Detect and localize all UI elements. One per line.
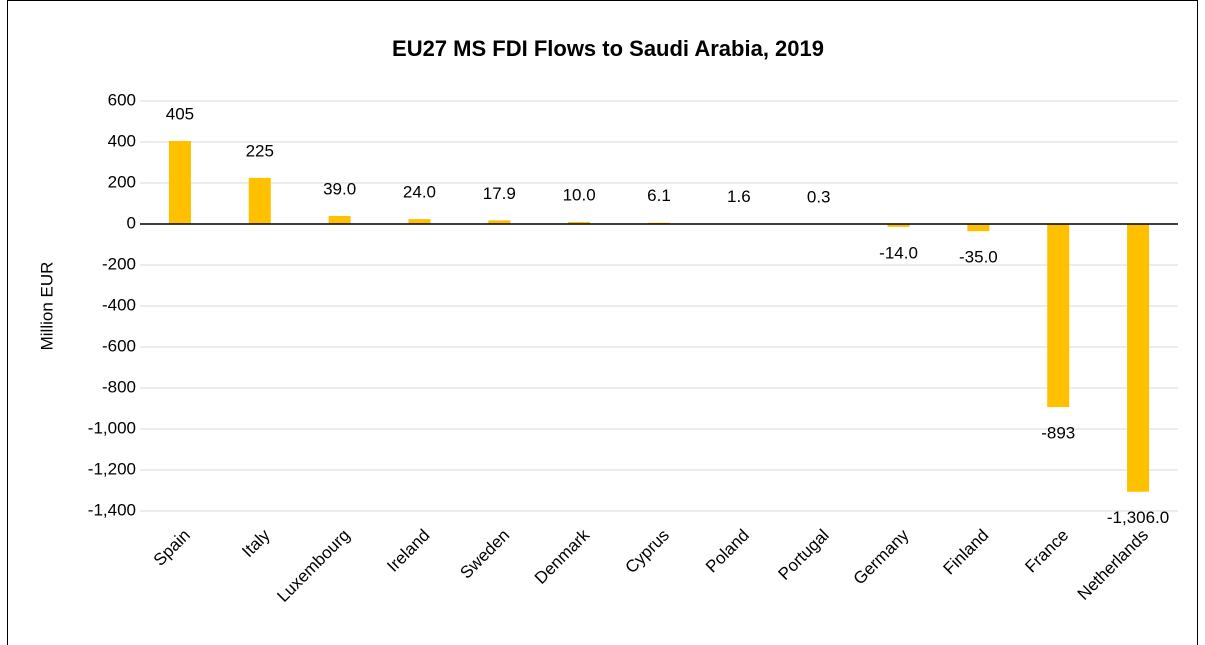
x-tick-label: Ireland [383,526,433,576]
y-tick-label: -1,200 [88,459,136,478]
y-tick-label: 200 [108,172,136,191]
x-tick-label: France [1021,526,1072,577]
data-label: 39.0 [323,179,356,198]
y-axis-label: Million EUR [37,262,56,351]
data-label: -1,306.0 [1107,508,1169,527]
bar [1127,224,1150,492]
y-tick-label: -800 [102,377,136,396]
x-tick-label: Cyprus [621,526,673,578]
data-label: -14.0 [879,243,918,262]
data-label: 225 [246,141,274,160]
bar [168,140,191,224]
data-label: 24.0 [403,183,436,202]
bar [887,224,910,227]
bar [408,219,431,224]
y-tick-label: -1,000 [88,418,136,437]
x-tick-label: Luxembourg [273,526,353,606]
x-tick-label: Sweden [456,526,513,583]
bar [248,177,271,224]
data-label: 10.0 [563,185,596,204]
y-tick-label: -600 [102,336,136,355]
x-tick-label: Portugal [774,526,832,584]
bar [488,220,511,224]
bar [1047,224,1070,408]
bar [967,224,990,232]
y-tick-label: 600 [108,90,136,109]
y-tick-label: -200 [102,254,136,273]
x-tick-label: Germany [850,525,913,588]
y-tick-label: -400 [102,295,136,314]
x-tick-label: Spain [150,526,194,570]
data-label: 405 [166,104,194,123]
bar [328,216,351,224]
chart-border [7,0,1198,645]
data-label: -893 [1041,424,1075,443]
data-label: 0.3 [807,187,831,206]
x-tick-label: Netherlands [1074,526,1152,604]
data-label: 17.9 [483,184,516,203]
y-tick-label: 400 [108,131,136,150]
chart-title: EU27 MS FDI Flows to Saudi Arabia, 2019 [392,36,824,61]
x-tick-label: Italy [238,525,274,561]
data-label: 1.6 [727,187,751,206]
bar [568,221,591,224]
y-tick-label: 0 [127,213,136,232]
x-tick-label: Finland [940,526,993,579]
y-tick-label: -1,400 [88,500,136,519]
data-label: 6.1 [647,186,671,205]
x-tick-label: Denmark [531,525,594,588]
data-label: -35.0 [959,248,998,267]
x-tick-label: Poland [702,526,753,577]
